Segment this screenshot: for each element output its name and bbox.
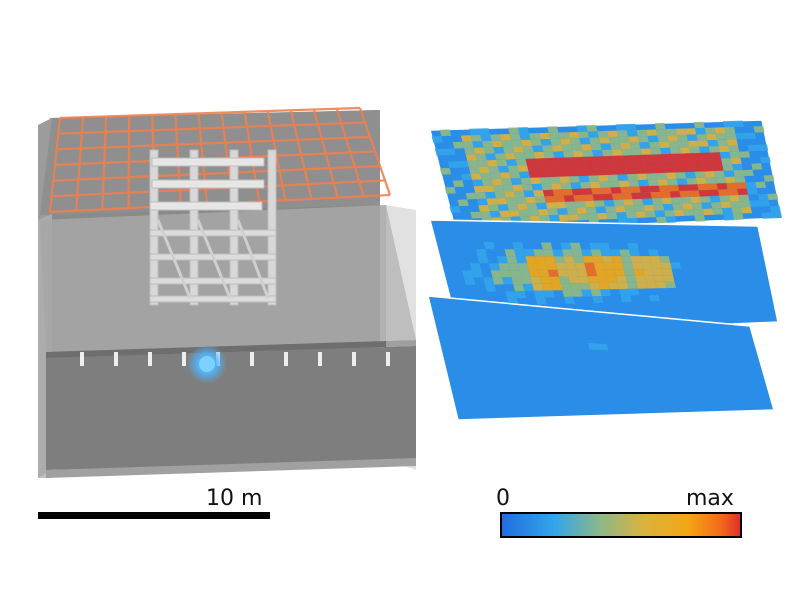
colorbar-max-label: max: [686, 486, 734, 511]
building-model: [38, 106, 416, 478]
scale-bar: [38, 512, 270, 519]
ceiling-beam: [386, 352, 390, 366]
ceiling-beam: [250, 352, 254, 366]
colorbar-min-label: 0: [496, 486, 510, 511]
colorbar: [500, 512, 742, 538]
intensity-maps: [427, 119, 783, 421]
floor-slab-edge: [46, 340, 416, 358]
scaffold-structure: [149, 149, 277, 306]
scale-bar-label: 10 m: [206, 486, 263, 511]
ceiling-beam: [352, 352, 356, 366]
bottom-layer-map: [427, 295, 775, 421]
top-layer-map: [429, 119, 783, 233]
ceiling-beam: [80, 352, 84, 366]
ceiling-beam: [114, 352, 118, 366]
ceiling-beam: [284, 352, 288, 366]
lower-floor: [46, 458, 416, 478]
ceiling-beam: [182, 352, 186, 366]
lower-room: [46, 346, 416, 470]
ceiling-beam: [318, 352, 322, 366]
ceiling-beam: [148, 352, 152, 366]
